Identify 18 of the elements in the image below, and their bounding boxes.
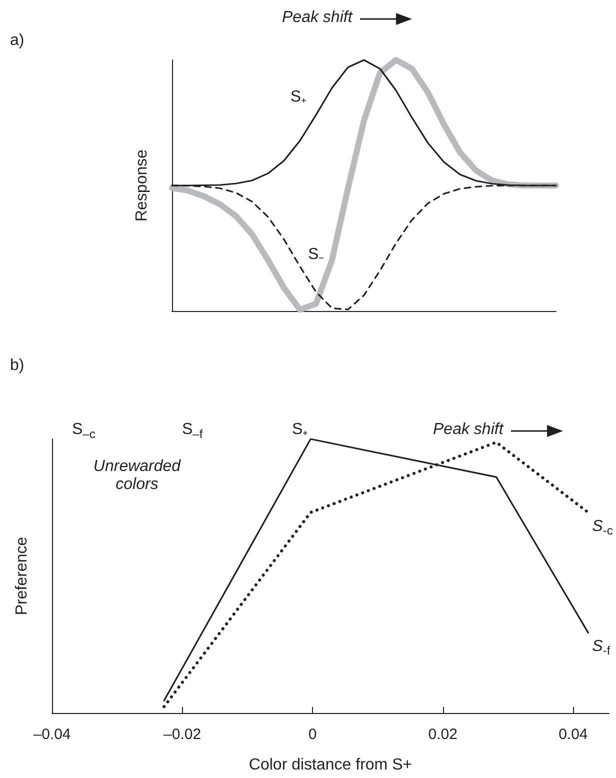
x-tick-label: 0.02 xyxy=(428,726,458,743)
x-tick-label: –0.02 xyxy=(164,726,202,743)
y-axis-title: Preference xyxy=(14,536,30,616)
annotation: S$_{–c}$ xyxy=(72,421,96,442)
text: Peak shift xyxy=(433,421,504,438)
annotation: S$_{–f}$ xyxy=(182,421,203,442)
text: b) xyxy=(10,357,24,374)
text: Peak shift xyxy=(282,9,352,26)
text: S₊ xyxy=(292,421,308,438)
series-label: S₋ xyxy=(308,246,324,264)
x-tick-label: 0 xyxy=(308,726,317,743)
x-tick-label: 0.04 xyxy=(558,726,588,743)
x-axis-title: Color distance from S+ xyxy=(248,756,412,774)
y-axis-title: Response xyxy=(134,149,150,222)
text: a) xyxy=(10,32,24,49)
x-tick-label: –0.04 xyxy=(33,726,71,743)
annotation: Unrewarded colors xyxy=(93,458,181,493)
series-label: S₊ xyxy=(290,88,306,106)
